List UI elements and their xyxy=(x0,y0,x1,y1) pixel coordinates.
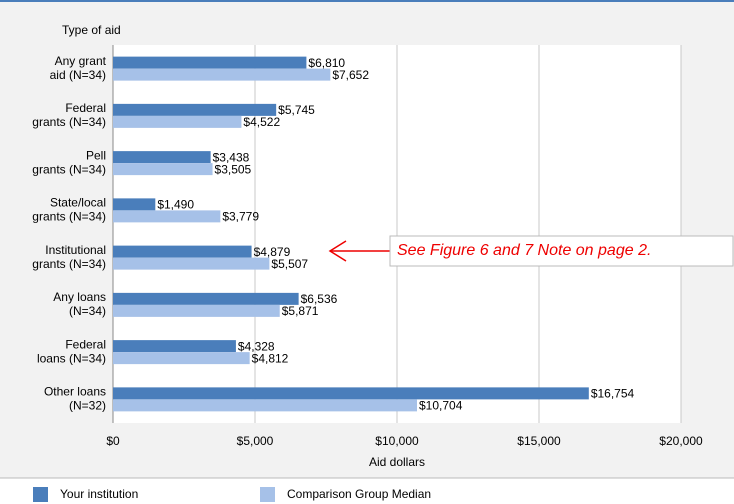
y-tick-label: Any loans xyxy=(53,290,106,304)
bar xyxy=(113,151,211,164)
x-tick-label: $5,000 xyxy=(237,434,274,448)
value-label: $16,754 xyxy=(591,387,635,401)
bar xyxy=(113,163,213,176)
legend-swatch xyxy=(260,487,275,502)
top-rule xyxy=(0,0,734,2)
y-tick-label: Federal xyxy=(65,101,106,115)
x-tick-label: $15,000 xyxy=(517,434,561,448)
annotation-box xyxy=(389,235,734,267)
y-tick-label: Any grant xyxy=(55,54,107,68)
y-tick-label: Pell xyxy=(86,148,106,162)
y-tick-label: aid (N=34) xyxy=(50,68,106,82)
value-label: $3,438 xyxy=(213,150,250,164)
x-axis-title: Aid dollars xyxy=(369,455,425,469)
value-label: $4,522 xyxy=(243,115,280,129)
value-label: $6,810 xyxy=(308,56,345,70)
bar xyxy=(113,115,242,128)
bar xyxy=(113,56,307,69)
legend-swatch xyxy=(33,487,48,502)
value-label: $3,505 xyxy=(215,162,252,176)
value-label: $4,879 xyxy=(254,245,291,259)
bar xyxy=(113,257,270,270)
legend-label: Your institution xyxy=(60,487,138,501)
legend-label: Comparison Group Median xyxy=(287,487,431,501)
y-tick-label: grants (N=34) xyxy=(32,210,106,224)
bar xyxy=(113,387,589,400)
value-label: $1,490 xyxy=(157,198,194,212)
y-axis-title: Type of aid xyxy=(62,23,121,37)
x-tick-label: $10,000 xyxy=(375,434,419,448)
value-label: $4,328 xyxy=(238,339,275,353)
value-label: $7,652 xyxy=(332,68,369,82)
bar xyxy=(113,198,156,211)
bar xyxy=(113,210,221,223)
value-label: $6,536 xyxy=(301,292,338,306)
bar xyxy=(113,292,299,305)
value-label: $4,812 xyxy=(252,351,289,365)
annotation: See Figure 6 and 7 Note on page 2. xyxy=(397,242,651,259)
y-tick-label: Institutional xyxy=(45,243,106,257)
bar xyxy=(113,68,331,81)
bar xyxy=(113,103,277,116)
value-label: $10,704 xyxy=(419,399,463,413)
y-tick-label: (N=32) xyxy=(69,399,106,413)
bar xyxy=(113,340,236,353)
annotation-arrowhead xyxy=(328,240,347,262)
y-tick-label: (N=34) xyxy=(69,304,106,318)
y-tick-label: loans (N=34) xyxy=(37,351,106,365)
y-tick-label: grants (N=34) xyxy=(32,162,106,176)
bar xyxy=(113,304,280,317)
value-label: $5,871 xyxy=(282,304,319,318)
marks: $0 $5,000 $10,000 $15,000 $20,000 Any grantai… xyxy=(32,45,703,502)
y-tick-label: State/local xyxy=(50,196,106,210)
value-label: $5,507 xyxy=(271,257,308,271)
x-tick-label: $0 xyxy=(106,434,120,448)
y-tick-label: grants (N=34) xyxy=(32,115,106,129)
bar xyxy=(113,352,250,365)
legend-background xyxy=(0,478,734,504)
value-label: $3,779 xyxy=(222,210,259,224)
value-label: $5,745 xyxy=(278,103,315,117)
bar xyxy=(113,245,252,258)
y-tick-label: grants (N=34) xyxy=(32,257,106,271)
x-tick-label: $20,000 xyxy=(659,434,703,448)
y-tick-label: Federal xyxy=(65,337,106,351)
bar xyxy=(113,399,417,412)
y-tick-label: Other loans xyxy=(44,385,106,399)
